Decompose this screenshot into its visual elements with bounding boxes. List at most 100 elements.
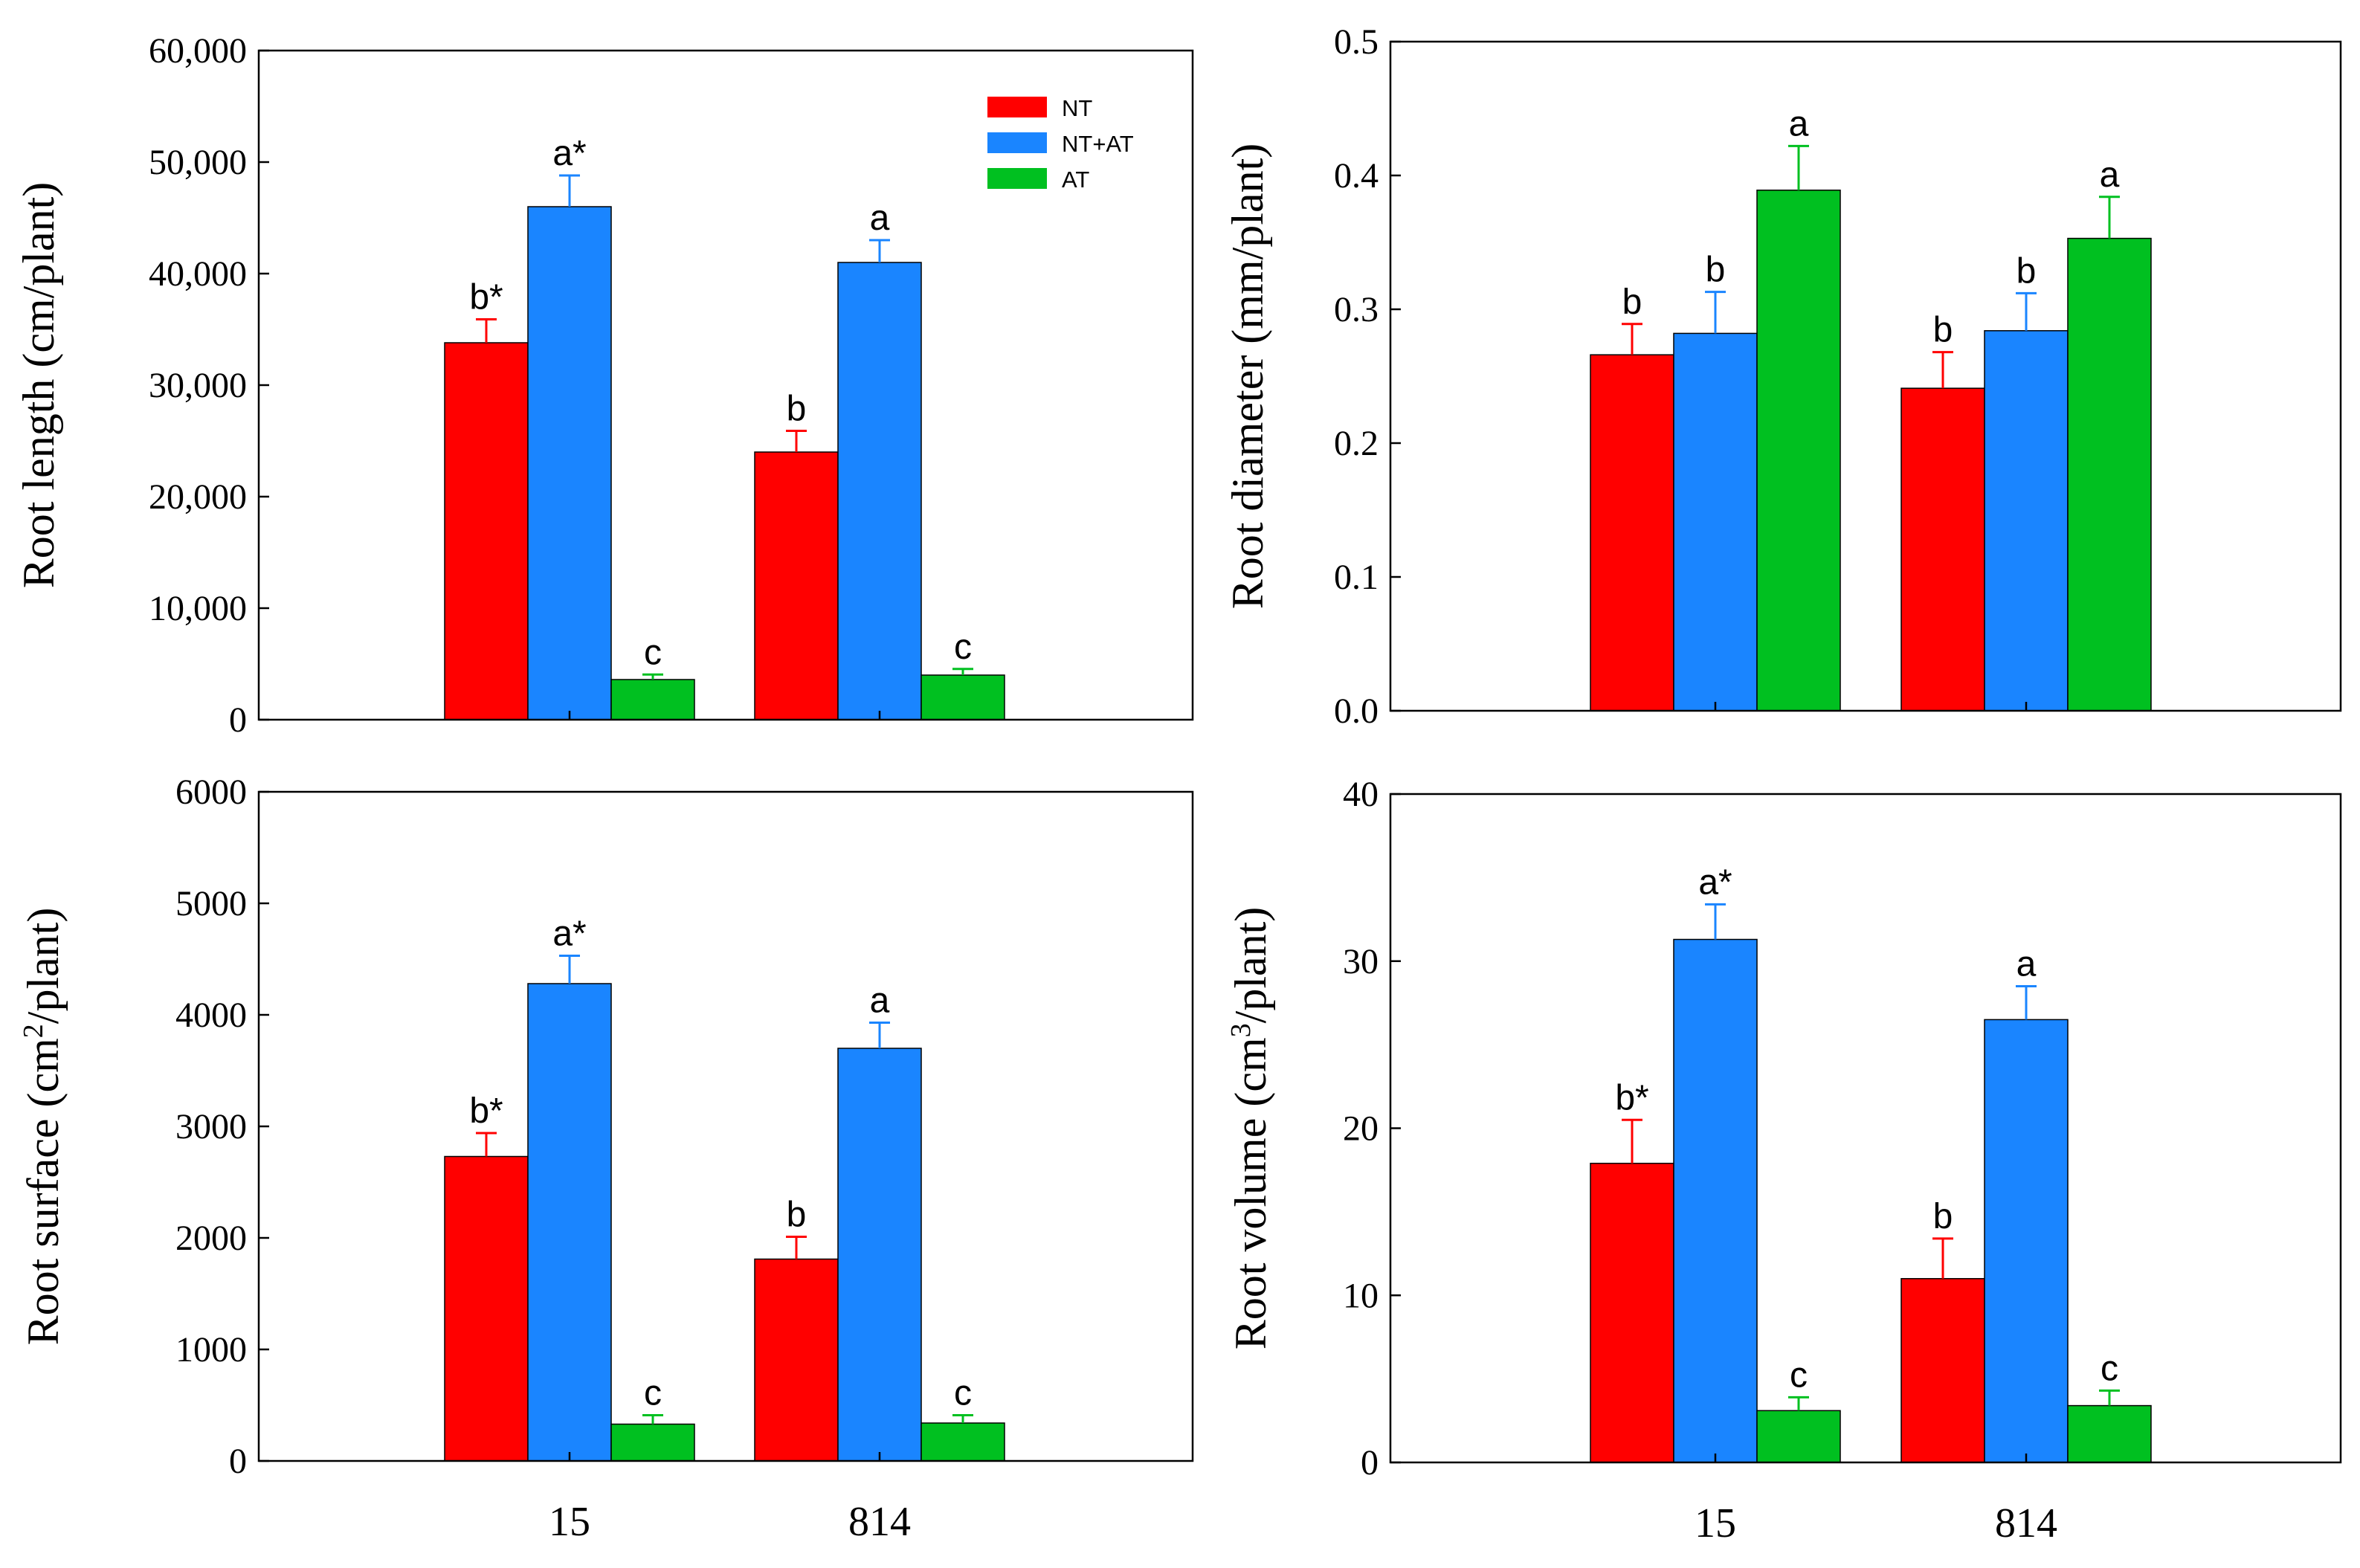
bar-nt-at-814 xyxy=(1984,1019,2069,1463)
y-axis-label-part: Root diameter (mm/plant) xyxy=(1223,143,1272,610)
chart-root-volume: b* b a* a c c 0 10 20 30 40 15 814 Root volume (cm3/p… xyxy=(1225,775,2342,1546)
error-bar xyxy=(786,430,807,452)
significance-label: c xyxy=(644,633,662,672)
significance-label: a xyxy=(1789,104,1809,143)
error-bar xyxy=(476,318,497,343)
bar-nt-15 xyxy=(444,1155,529,1462)
bar-at-15 xyxy=(610,679,695,720)
error-bar xyxy=(2099,1389,2120,1406)
y-axis-label: Root diameter (mm/plant) xyxy=(1223,143,1272,610)
error-bar xyxy=(952,1414,973,1423)
bar-nt-at-15 xyxy=(1673,332,1758,712)
bar-nt-15 xyxy=(1590,1162,1674,1463)
bar-nt-at-814 xyxy=(1984,330,2069,712)
plot-frame xyxy=(1389,793,2342,1464)
significance-label: b* xyxy=(469,1091,503,1131)
error-bar xyxy=(1788,1396,1809,1411)
significance-label: b xyxy=(787,390,807,429)
plot-frame xyxy=(257,49,1194,721)
error-bar xyxy=(952,668,973,675)
bar-at-814 xyxy=(921,674,1005,720)
error-bar xyxy=(2016,291,2037,331)
significance-label: b xyxy=(1933,311,1953,350)
error-bar xyxy=(1622,1118,1642,1164)
error-bar xyxy=(2016,984,2037,1020)
significance-label: a xyxy=(2016,944,2037,984)
error-bar xyxy=(559,955,580,984)
plot-frame xyxy=(257,790,1194,1462)
legend-label: NT+AT xyxy=(1062,131,1134,157)
y-tick-label: 60,000 xyxy=(149,31,247,71)
y-axis-label-part: Root surface (cm xyxy=(19,1038,68,1345)
bar-nt-at-814 xyxy=(837,1048,922,1462)
bar-nt-at-15 xyxy=(527,206,612,720)
bar-nt-814 xyxy=(1900,1278,1985,1463)
significance-label: a xyxy=(870,199,890,238)
y-axis-label: Root volume (cm3/plant) xyxy=(1225,907,1275,1350)
significance-label: b xyxy=(2016,251,2037,291)
legend-label: NT xyxy=(1062,95,1092,121)
y-axis-label: Root surface (cm2/plant) xyxy=(18,908,68,1346)
x-tick-label: 814 xyxy=(1995,1500,2057,1546)
error-bar xyxy=(1788,144,1809,190)
significance-label: a xyxy=(2100,155,2120,195)
error-bar xyxy=(1622,323,1642,355)
y-tick-label: 0.3 xyxy=(1334,290,1379,329)
bar-at-15 xyxy=(1756,1410,1841,1463)
y-tick-label: 40 xyxy=(1343,775,1379,814)
bar-at-814 xyxy=(2067,237,2152,712)
bar-nt-814 xyxy=(754,1258,839,1462)
y-tick-label: 20,000 xyxy=(149,477,247,517)
plot-frame xyxy=(1389,40,2342,712)
significance-label: a* xyxy=(552,914,586,954)
error-bar xyxy=(642,673,663,680)
y-axis-label-part: /plant) xyxy=(19,908,68,1025)
legend-label: AT xyxy=(1062,167,1089,193)
error-bar xyxy=(1705,903,1726,940)
significance-label: b xyxy=(1622,283,1642,322)
chart-root-length: b* b a* a c c 0 10,000 20,000 30,000 40,000 50,000 6… xyxy=(14,31,1194,740)
legend-swatch-nt xyxy=(987,97,1047,117)
y-tick-label: 50,000 xyxy=(149,143,247,182)
y-tick-label: 10 xyxy=(1343,1276,1379,1315)
y-tick-label: 0.4 xyxy=(1334,156,1379,196)
bar-at-814 xyxy=(2067,1404,2152,1463)
error-bar xyxy=(1932,1237,1953,1279)
bar-nt-at-15 xyxy=(1673,938,1758,1463)
y-axis-label: Root length (cm/plant) xyxy=(14,182,63,589)
error-bar xyxy=(642,1414,663,1425)
y-tick-label: 0 xyxy=(1361,1443,1379,1482)
significance-label: a xyxy=(870,981,890,1021)
y-tick-label: 30 xyxy=(1343,942,1379,981)
bar-at-15 xyxy=(610,1423,695,1462)
y-tick-label: 3000 xyxy=(175,1107,247,1146)
error-bar xyxy=(476,1132,497,1157)
significance-label: c xyxy=(1790,1355,1808,1395)
error-bar xyxy=(1705,291,1726,334)
y-tick-label: 4000 xyxy=(175,996,247,1035)
significance-label: b xyxy=(1933,1197,1953,1236)
y-tick-label: 30,000 xyxy=(149,366,247,405)
y-axis-label-part: Root length (cm/plant) xyxy=(14,182,63,589)
legend-swatch-at xyxy=(987,168,1047,189)
bar-nt-at-15 xyxy=(527,983,612,1462)
y-axis-label-superscript: 2 xyxy=(18,1024,49,1038)
y-tick-label: 2000 xyxy=(175,1219,247,1258)
error-bar xyxy=(786,1236,807,1259)
bar-at-15 xyxy=(1756,190,1841,712)
significance-label: b xyxy=(787,1196,807,1235)
bar-nt-814 xyxy=(754,451,839,720)
significance-label: c xyxy=(2101,1349,2118,1388)
x-tick-label: 814 xyxy=(848,1499,911,1545)
significance-label: a* xyxy=(1698,862,1732,902)
y-axis-label-part: /plant) xyxy=(1226,907,1275,1024)
bar-at-814 xyxy=(921,1422,1005,1462)
error-bar xyxy=(869,1022,890,1048)
error-bar xyxy=(2099,196,2120,239)
y-tick-label: 0 xyxy=(229,700,247,740)
y-axis-label-superscript: 3 xyxy=(1225,1023,1257,1037)
legend-swatch-nt-at xyxy=(987,132,1047,153)
x-tick-label: 15 xyxy=(1695,1500,1736,1546)
y-tick-label: 0.0 xyxy=(1334,691,1379,731)
